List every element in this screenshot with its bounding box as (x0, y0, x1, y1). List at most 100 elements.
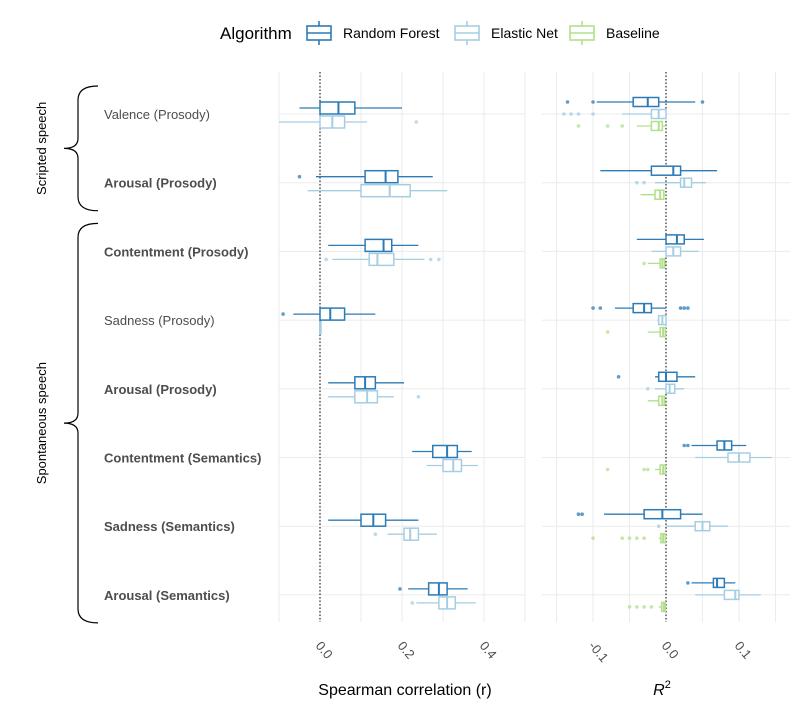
box-5 (354, 390, 379, 404)
outlier-4-1 (281, 312, 285, 316)
category-label-8: Arousal (Semantics) (104, 588, 230, 603)
outlier-3-1 (324, 257, 328, 262)
outlier-7-4 (635, 536, 639, 540)
outlier-8-1 (627, 605, 632, 609)
outlier-4-5 (686, 306, 690, 310)
outlier-6-3 (645, 467, 650, 472)
outlier-7-5 (642, 536, 646, 540)
group-brace-2 (63, 222, 99, 624)
outlier-7-2 (580, 512, 584, 516)
outlier-5-1 (645, 387, 650, 391)
axis-titles: Spearman correlation (r) R2 (318, 679, 671, 699)
outlier-7-3 (627, 536, 632, 540)
outlier-7-1 (373, 532, 378, 536)
outlier-4-1 (605, 330, 610, 334)
outlier-3-3 (437, 257, 441, 262)
outlier-7-1 (576, 512, 581, 516)
category-label-2: Arousal (Prosody) (104, 176, 217, 191)
outlier-8-4 (649, 605, 654, 609)
box-8 (712, 577, 726, 589)
legend-label-2: Elastic Net (491, 25, 558, 41)
outlier-6-2 (686, 443, 690, 448)
outlier-8-3 (642, 605, 646, 609)
outlier-1-1 (565, 100, 570, 104)
outlier-1-1 (576, 124, 581, 128)
box-3 (368, 252, 395, 267)
outlier-1-2 (605, 124, 610, 128)
legend: Algorithm Random Forest Elastic Net Baseli… (220, 21, 660, 45)
category-label-3: Contentment (Prosody) (104, 244, 248, 259)
gridlines (278, 72, 526, 622)
outlier-1-2 (591, 100, 595, 104)
outlier-4-1 (598, 306, 603, 310)
box-2 (364, 169, 399, 184)
category-label-1: Valence (Prosody) (104, 107, 210, 122)
series-random-forest (565, 96, 747, 589)
outlier-3-2 (428, 257, 433, 262)
x-axis-title-spearman: Spearman correlation (r) (318, 682, 491, 699)
category-label-7: Sadness (Semantics) (104, 519, 235, 534)
outlier-4-2 (591, 306, 595, 310)
x-tick-label-2: 0.2 (395, 638, 418, 661)
outlier-7-1 (591, 536, 595, 540)
box-6 (442, 458, 463, 473)
outlier-2-1 (635, 180, 639, 185)
outlier-5-1 (416, 395, 421, 399)
outlier-1-1 (562, 112, 566, 116)
category-label-5: Arousal (Prosody) (104, 382, 217, 397)
outlier-1-4 (591, 112, 595, 116)
outlier-8-1 (398, 587, 402, 591)
outlier-5-1 (616, 375, 621, 379)
x-axis-title-r2-superscript: 2 (665, 679, 671, 691)
box-2 (360, 183, 411, 198)
box-7 (403, 527, 420, 541)
category-label-6: Contentment (Semantics) (104, 451, 261, 466)
box-1 (319, 101, 356, 115)
category-label-4: Sadness (Prosody) (104, 313, 215, 328)
outlier-6-1 (682, 443, 687, 448)
x-tick-label-1: 0.0 (313, 638, 336, 661)
panel-spearman: 0.0 0.2 0.4 (278, 72, 526, 662)
legend-label-3: Baseline (606, 25, 660, 41)
legend-label-1: Random Forest (343, 25, 440, 41)
box-2 (679, 177, 693, 188)
outlier-6-2 (642, 467, 646, 472)
outlier-2-2 (642, 180, 646, 185)
series-baseline (576, 120, 667, 613)
outlier-8-2 (635, 605, 639, 609)
group-label-1: Scripted speech (34, 102, 49, 195)
box-8 (723, 589, 740, 601)
group-brace-1 (63, 85, 99, 212)
outlier-8-1 (410, 601, 415, 605)
outlier-2-1 (297, 174, 302, 179)
box-4 (632, 302, 653, 314)
outlier-1-3 (700, 100, 705, 104)
outlier-8-1 (686, 581, 690, 585)
box-2 (650, 165, 682, 176)
outlier-7-1 (656, 524, 661, 528)
legend-title: Algorithm (220, 24, 292, 43)
outlier-1-3 (620, 124, 625, 128)
x-tick-label-3: 0.4 (477, 638, 500, 661)
row-groups: Scripted speech Spontaneous speech (34, 85, 99, 624)
outlier-6-1 (605, 467, 610, 472)
panel-r2: -0.1 0.0 0.1 (542, 72, 790, 665)
box-5 (657, 371, 678, 383)
x-axis-title-r2: R2 (653, 679, 671, 699)
outlier-1-3 (576, 112, 581, 116)
x-tick-label-2: 0.0 (659, 638, 682, 661)
group-label-2: Spontaneous speech (34, 362, 49, 484)
outlier-3-1 (642, 261, 646, 266)
outlier-7-2 (620, 536, 625, 540)
x-axis-title-r2-base: R (653, 682, 665, 699)
outlier-4-4 (682, 306, 687, 310)
outlier-1-1 (414, 120, 419, 124)
box-6 (432, 444, 459, 459)
box-1 (632, 96, 660, 108)
series-random-forest (281, 101, 472, 596)
box-1 (650, 120, 664, 132)
x-tick-label-3: 0.1 (732, 638, 755, 661)
box-8 (427, 582, 448, 596)
outlier-4-3 (678, 306, 683, 310)
